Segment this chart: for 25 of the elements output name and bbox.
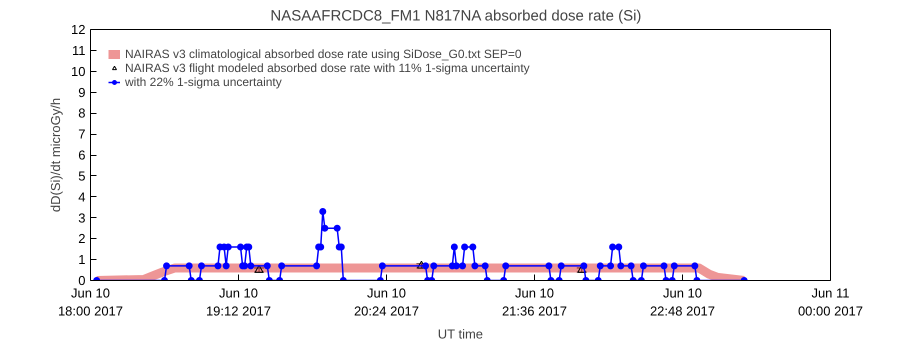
y-tick-label: 9: [78, 84, 86, 100]
x-tick-label: Jun 10 20:24 2017: [354, 286, 420, 318]
x-tick-label: Jun 10 22:48 2017: [650, 286, 716, 318]
y-tick-label: 10: [71, 64, 86, 79]
chart-title: NASAAFRCDC8_FM1 N817NA absorbed dose rate (Si): [270, 8, 642, 24]
y-tick-label: 6: [78, 148, 86, 162]
y-tick-label: 3: [78, 210, 86, 226]
x-tick-label: Jun 10 21:36 2017: [502, 286, 568, 318]
y-axis-title: dD(Si)/dt microGy/h: [48, 98, 64, 212]
y-tick-label: 2: [78, 231, 86, 246]
x-tick-label: Jun 10 19:12 2017: [206, 286, 272, 318]
y-tick-label: 11: [72, 42, 86, 58]
y-tick-label: 1: [78, 252, 86, 268]
x-tick-label: Jun 11 00:00 2017: [798, 286, 864, 318]
y-tick-label: 7: [78, 126, 86, 142]
y-tick-label: 5: [78, 168, 86, 184]
y-tick-label: 12: [71, 22, 86, 37]
legend-label: with 22% 1-sigma uncertainty: [125, 75, 282, 89]
y-tick-label: 4: [78, 189, 86, 204]
x-axis-title: UT time: [438, 326, 484, 342]
y-tick-label: 0: [78, 273, 86, 288]
legend-label: NAIRAS v3 flight modeled absorbed dose rate with 11% 1-sigma uncertainty: [125, 61, 530, 75]
x-tick-label: Jun 10 18:00 2017: [58, 286, 124, 318]
y-tick-label: 8: [78, 106, 86, 121]
legend-label: NAIRAS v3 climatological absorbed dose rate using SiDose_G0.txt SEP=0: [125, 47, 522, 61]
